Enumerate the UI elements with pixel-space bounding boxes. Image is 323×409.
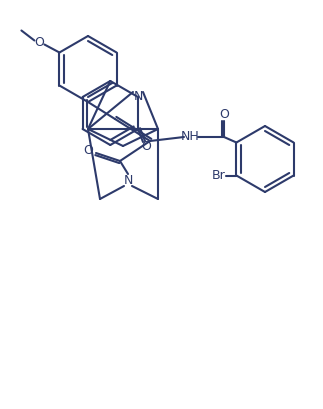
Text: NH: NH <box>181 130 199 144</box>
Text: N: N <box>133 90 143 103</box>
Text: O: O <box>35 36 44 49</box>
Text: N: N <box>123 175 133 187</box>
Text: O: O <box>83 144 93 157</box>
Text: O: O <box>219 108 229 121</box>
Text: O: O <box>141 141 151 153</box>
Text: Br: Br <box>212 169 225 182</box>
